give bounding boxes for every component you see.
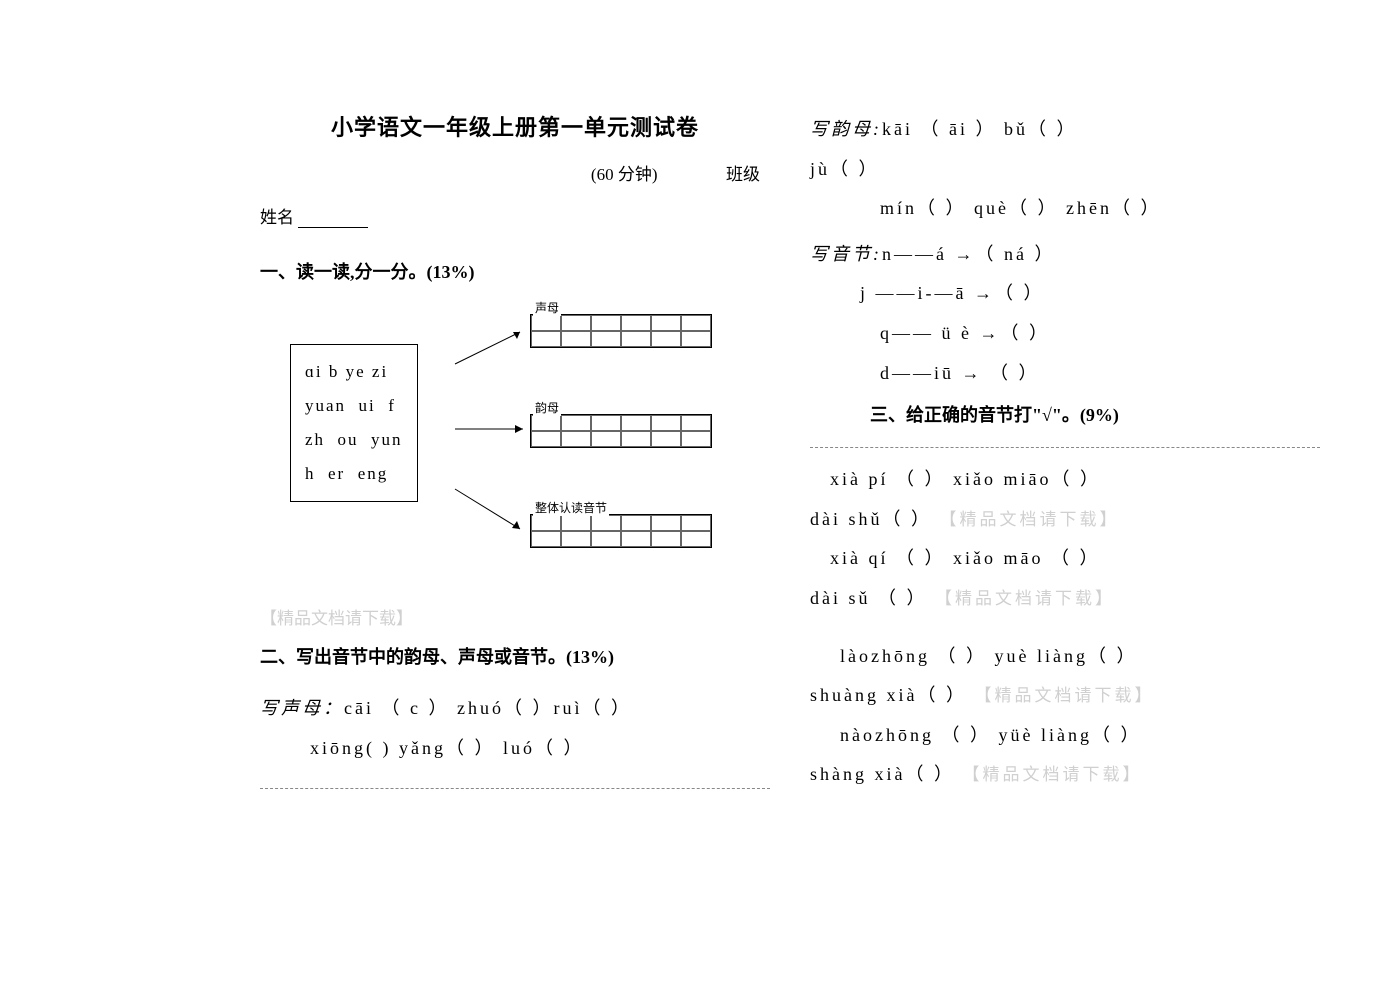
shengmu-write-label: 写声母： xyxy=(260,698,344,718)
yinjie-line3: q—— ü è →（ ） xyxy=(810,314,1320,354)
yunmu-write-label: 写韵母: xyxy=(810,119,882,139)
arrow-to-yunmu xyxy=(445,419,535,439)
watermark-3: 【精品文档请下载】 xyxy=(935,589,1115,608)
yinjie-line4: d——iū → （ ） xyxy=(810,354,1320,394)
shengmu-line2: xiōng( ) yǎng（ ） luó（ ） xyxy=(260,729,770,769)
shengmu-label: 声母 xyxy=(533,299,561,316)
shengmu-line1: cāi （ c ） zhuó（ ）ruì（ ） xyxy=(344,698,632,718)
yunmu-label: 韵母 xyxy=(533,399,561,416)
s3-g1-l2: dài shǔ（ ） xyxy=(810,509,932,529)
yinjie-line2: j ——i-—ā →（ ） xyxy=(810,274,1320,314)
yunmu-box: 韵母 xyxy=(530,414,712,448)
name-underline xyxy=(298,227,368,228)
watermark-2: 【精品文档请下载】 xyxy=(940,510,1120,529)
arrow-to-shengmu xyxy=(445,324,535,374)
s3-g1-l3: xià qí （ ） xiǎo māo （ ） xyxy=(830,539,1320,579)
s3-g2-l1: làozhōng （ ） yuè liàng（ ） xyxy=(840,637,1320,677)
yunmu-line2: jù（ ） xyxy=(810,150,1320,190)
s3-g1-l4: dài sǔ （ ） xyxy=(810,588,928,608)
arrow-to-zhengti xyxy=(445,484,535,544)
sorting-diagram: ɑi b ye zi yuan ui f zh ou yun h er eng … xyxy=(290,304,770,584)
shengmu-box: 声母 xyxy=(530,314,712,348)
section2-title: 二、写出音节中的韵母、声母或音节。(13%) xyxy=(260,643,770,669)
s3-g2-l2: shuàng xià（ ） xyxy=(810,685,967,705)
class-label: 班级 xyxy=(726,165,760,184)
page-title: 小学语文一年级上册第一单元测试卷 xyxy=(260,110,770,142)
time-text: (60 分钟) xyxy=(591,165,658,184)
yinjie-write-label: 写音节: xyxy=(810,244,882,264)
section1-title: 一、读一读,分一分。(13%) xyxy=(260,258,770,284)
watermark-4: 【精品文档请下载】 xyxy=(974,686,1154,705)
source-box: ɑi b ye zi yuan ui f zh ou yun h er eng xyxy=(290,344,418,502)
yunmu-line3: mín（ ） què（ ） zhēn（ ） xyxy=(810,189,1320,229)
s3-g1-l1: xià pí （ ） xiǎo miāo（ ） xyxy=(830,460,1320,500)
watermark-1: 【精品文档请下载】 xyxy=(260,604,770,629)
name-label: 姓名 xyxy=(260,208,294,227)
zhengti-box: 整体认读音节 xyxy=(530,514,712,548)
divider-right-1 xyxy=(810,447,1320,448)
section3-title: 三、给正确的音节打"√"。(9%) xyxy=(870,401,1320,427)
yunmu-line1: kāi （ āi ） bǔ（ ） xyxy=(882,119,1077,139)
yinjie-line1: n——á →（ ná ） xyxy=(882,244,1055,264)
watermark-5: 【精品文档请下载】 xyxy=(962,765,1142,784)
zhengti-label: 整体认读音节 xyxy=(533,499,609,516)
s3-g2-l3: nàozhōng （ ） yüè liàng（ ） xyxy=(840,716,1320,756)
s3-g2-l4: shàng xià（ ） xyxy=(810,764,955,784)
divider-left xyxy=(260,788,770,789)
